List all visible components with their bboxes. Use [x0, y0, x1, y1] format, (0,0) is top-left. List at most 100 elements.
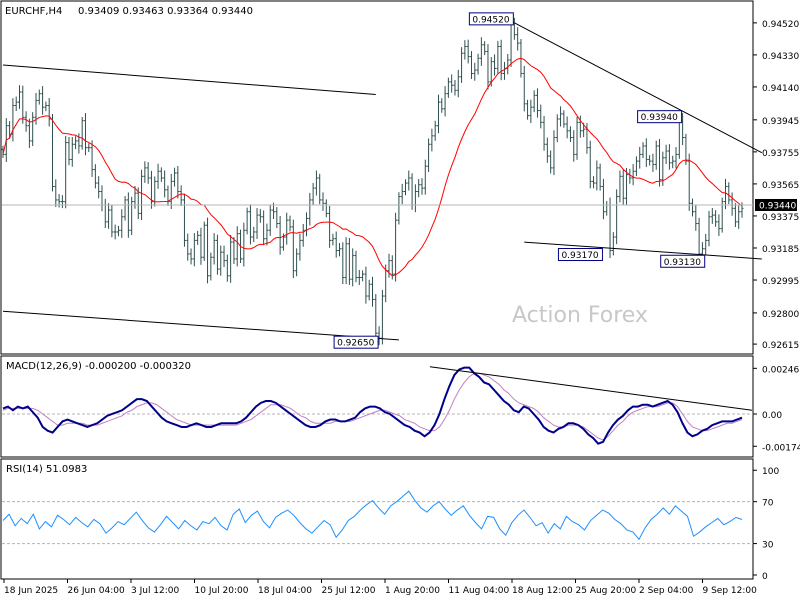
price-bar [466, 39, 470, 64]
price-bar [318, 173, 322, 205]
price-bar [136, 187, 140, 220]
price-bar [687, 153, 691, 211]
macd-ytick-label: 0.00 [762, 411, 782, 421]
price-bar [291, 219, 295, 279]
price-bar [588, 140, 592, 189]
price-bar [163, 170, 167, 198]
x-tick-label: 25 Jul 12:00 [322, 586, 376, 596]
price-bar [364, 266, 368, 304]
price-bar [545, 137, 549, 163]
price-bar [430, 128, 434, 152]
price-bar [209, 252, 213, 281]
price-bar [493, 54, 497, 76]
price-bar [361, 270, 365, 282]
price-bar [440, 98, 444, 113]
price-bar [526, 99, 530, 120]
price-bar [24, 111, 28, 132]
x-tick-label: 2 Sep 04:00 [639, 586, 694, 596]
price-ytick-label: 0.92800 [762, 310, 799, 320]
price-bar [169, 173, 173, 210]
price-bar [631, 164, 635, 186]
price-bar [285, 212, 289, 245]
price-ytick-label: 0.94140 [762, 84, 799, 94]
price-annotation-label: 0.93170 [561, 251, 598, 261]
price-bar [427, 138, 431, 173]
price-annotation-label: 0.92650 [337, 339, 374, 349]
price-bar [60, 195, 64, 209]
price-ytick-label: 0.94520 [762, 20, 799, 30]
price-bar [308, 192, 312, 226]
price-bar [453, 80, 457, 96]
macd-trendline [429, 366, 753, 411]
price-bar [720, 197, 724, 233]
price-bar [618, 170, 622, 203]
price-bar [615, 189, 619, 245]
price-bar [255, 208, 259, 240]
price-bar [14, 96, 18, 112]
price-bar [483, 41, 487, 56]
price-bar [555, 114, 559, 143]
price-bar [460, 47, 464, 83]
price-bar [37, 89, 41, 105]
price-bar [21, 85, 25, 124]
price-bar [578, 115, 582, 138]
price-bar [275, 207, 279, 229]
macd-layer: 0.002463 0.00 -0.00174 [2, 365, 800, 453]
price-bar [354, 250, 358, 283]
x-axis: 18 Jun 2025 26 Jun 04:00 3 Jul 12:00 10 Jul… [3, 579, 758, 596]
price-bar [351, 248, 355, 287]
chart-header-symbol: EURCHF,H4 [5, 6, 62, 17]
price-bar [598, 163, 602, 191]
price-ytick-label: 0.93185 [762, 245, 799, 255]
price-bar [496, 40, 500, 74]
price-bar [737, 204, 741, 229]
x-tick-label: 3 Jul 12:00 [131, 586, 180, 596]
price-bar [658, 139, 662, 187]
rsi-panel-frame [0, 458, 754, 580]
price-bar [179, 185, 183, 207]
price-bar [225, 254, 229, 282]
price-bar [173, 167, 177, 187]
price-ytick-label: 0.92995 [762, 277, 799, 287]
price-ytick-label: 0.93945 [762, 117, 799, 127]
price-bar [47, 98, 51, 127]
price-bar [143, 161, 147, 183]
x-tick-label: 9 Sep 12:00 [703, 586, 758, 596]
price-bar [248, 204, 252, 245]
price-bar [87, 143, 91, 153]
price-bar [321, 192, 325, 211]
x-tick-label: 26 Jun 04:00 [68, 586, 125, 596]
price-bar [245, 207, 249, 235]
price-trendline [2, 310, 399, 341]
price-bar [387, 253, 391, 278]
price-bar [367, 279, 371, 301]
rsi-ytick-label: 70 [762, 499, 774, 509]
moving-average-line [2, 57, 743, 277]
price-bar [311, 182, 315, 206]
price-bar [552, 130, 556, 176]
price-bar [644, 138, 648, 168]
price-bar [80, 116, 84, 150]
price-bar [433, 120, 437, 141]
price-bar [529, 99, 533, 124]
rsi-title: RSI(14) 51.0983 [6, 464, 87, 475]
price-bar [314, 170, 318, 196]
price-bar [44, 101, 48, 112]
price-annotation-label: 0.94520 [472, 15, 509, 25]
price-bar [202, 221, 206, 261]
price-bar [469, 51, 473, 79]
price-annotation: 0.94520 [468, 12, 514, 26]
price-bar [176, 165, 180, 199]
price-bar [347, 238, 351, 285]
price-trendline [2, 64, 376, 96]
price-bar [235, 226, 239, 267]
price-bar [298, 233, 302, 261]
price-bar [592, 176, 596, 189]
price-bar [268, 204, 272, 236]
price-bar [140, 169, 144, 221]
price-bar [611, 232, 615, 256]
price-bar [182, 193, 186, 247]
macd-ytick-label: -0.00174 [762, 443, 800, 453]
price-bar [232, 237, 236, 264]
price-ytick-label: 0.93375 [762, 213, 799, 223]
